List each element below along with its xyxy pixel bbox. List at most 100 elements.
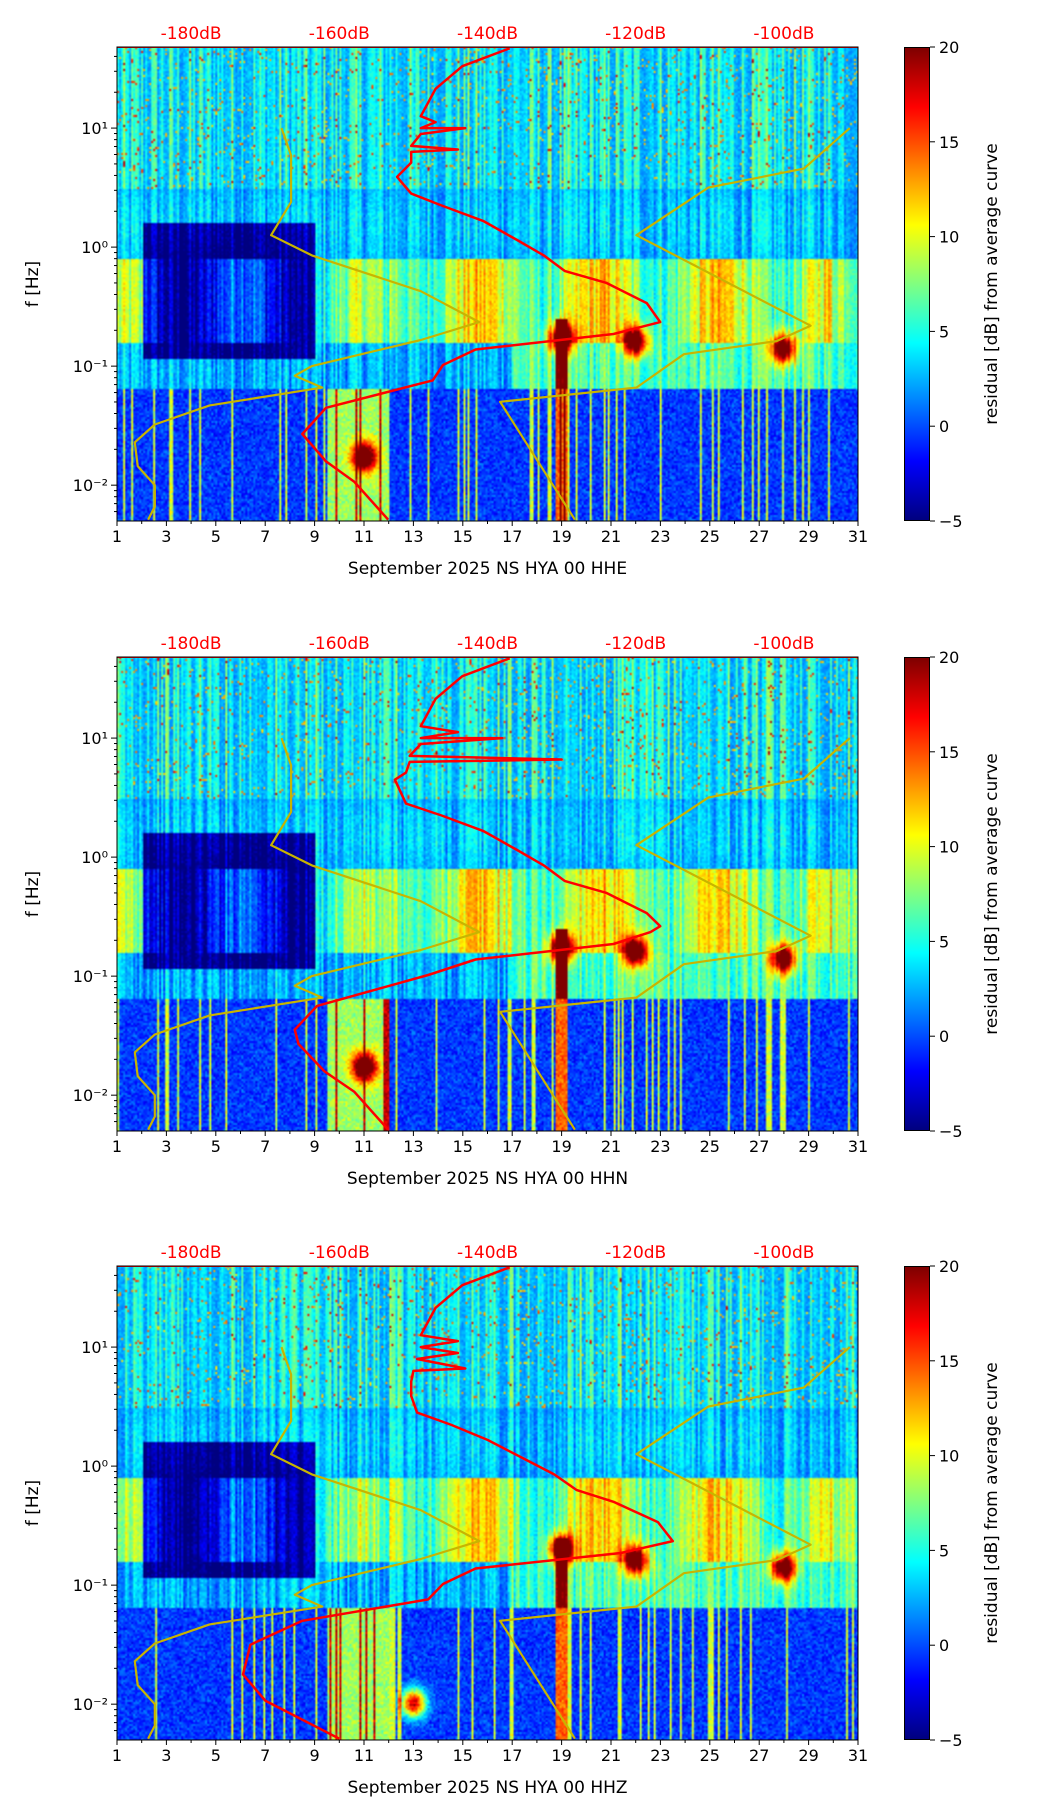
x-tick-label: 19 (551, 527, 571, 546)
colorbar-tick-label: 0 (939, 417, 949, 436)
colorbar-tick-label: 20 (939, 648, 959, 667)
y-tick-label: 10⁰ (81, 848, 108, 867)
y-tick-label: 10⁰ (81, 238, 108, 257)
x-tick-label: 19 (551, 1746, 571, 1765)
y-tick-label: 10⁻¹ (73, 967, 108, 986)
colorbar-label: residual [dB] from average curve (982, 1362, 1002, 1643)
top-db-label: -120dB (605, 1243, 666, 1263)
top-db-label: -120dB (605, 634, 666, 654)
series-nlnm (133, 127, 481, 521)
x-tick-label: 25 (700, 1746, 720, 1765)
x-tick-label: 7 (260, 1137, 270, 1156)
colorbar-tick-label: 15 (939, 1352, 959, 1371)
top-db-label: -140dB (457, 24, 518, 44)
x-tick-label: 11 (354, 527, 374, 546)
colorbar-tick-label: −5 (939, 1122, 963, 1141)
x-tick-label: 15 (453, 527, 473, 546)
x-tick-label: 3 (161, 1746, 171, 1765)
x-tick-label: 11 (354, 1137, 374, 1156)
x-tick-label: 19 (551, 1137, 571, 1156)
colorbar-label: residual [dB] from average curve (982, 753, 1002, 1034)
colorbar-tick-label: 0 (939, 1636, 949, 1655)
colorbar-tick-label: 0 (939, 1027, 949, 1046)
series-mean-psd (301, 47, 662, 521)
x-tick-label: 31 (848, 1746, 868, 1765)
x-tick-label: 23 (650, 1746, 670, 1765)
series-nlnm (133, 1346, 481, 1740)
series-nlnm (133, 737, 481, 1131)
top-db-label: -160dB (309, 634, 370, 654)
colorbar (904, 47, 930, 521)
x-tick-label: 3 (161, 527, 171, 546)
y-axis-label: f [Hz] (23, 261, 43, 307)
y-tick-label: 10⁻¹ (73, 357, 108, 376)
x-tick-label: 29 (798, 1746, 818, 1765)
colorbar-tick-label: 5 (939, 322, 949, 341)
spectrogram-panel-hhe: 1 3 5 7 9 11 13 15 17 19 21 23 25 27 29 31 September 202… (0, 0, 1052, 600)
y-tick-label: 10⁰ (81, 1457, 108, 1476)
x-tick-label: 1 (112, 527, 122, 546)
x-tick-label: 25 (700, 1137, 720, 1156)
plot-frame (116, 1265, 859, 1741)
x-tick-label: 5 (211, 527, 221, 546)
series-mean-psd (293, 657, 662, 1131)
colorbar-tick-label: 5 (939, 932, 949, 951)
x-tick-label: 29 (798, 1137, 818, 1156)
top-db-label: -180dB (161, 1243, 222, 1263)
x-tick-label: 15 (453, 1137, 473, 1156)
colorbar (904, 1266, 930, 1740)
x-tick-label: 27 (749, 1746, 769, 1765)
x-tick-label: 5 (211, 1137, 221, 1156)
x-axis-label: September 2025 NS HYA 00 HHZ (347, 1778, 627, 1798)
top-db-label: -120dB (605, 24, 666, 44)
colorbar-tick-label: −5 (939, 512, 963, 531)
colorbar-tick-label: 5 (939, 1541, 949, 1560)
x-tick-label: 31 (848, 527, 868, 546)
spectrogram-heatmap (117, 47, 858, 521)
colorbar (904, 657, 930, 1131)
colorbar-tick-label: 20 (939, 1257, 959, 1276)
x-tick-label: 1 (112, 1746, 122, 1765)
x-tick-label: 17 (502, 527, 522, 546)
x-tick-label: 23 (650, 1137, 670, 1156)
x-tick-label: 21 (601, 1746, 621, 1765)
series-nhnm (499, 737, 851, 1131)
colorbar-tick-label: 15 (939, 743, 959, 762)
colorbar-tick-label: −5 (939, 1731, 963, 1750)
x-tick-label: 15 (453, 1746, 473, 1765)
x-tick-label: 27 (749, 1137, 769, 1156)
x-tick-label: 11 (354, 1746, 374, 1765)
y-tick-label: 10⁻² (73, 1695, 108, 1714)
y-tick-label: 10¹ (81, 729, 108, 748)
top-db-label: -100dB (753, 634, 814, 654)
spectrogram-heatmap (117, 1266, 858, 1740)
top-db-label: -140dB (457, 634, 518, 654)
spectrogram-panel-hhn: 1 3 5 7 9 11 13 15 17 19 21 23 25 27 29 31 September 202… (0, 610, 1052, 1210)
top-db-label: -140dB (457, 1243, 518, 1263)
x-tick-label: 9 (310, 1746, 320, 1765)
y-tick-label: 10¹ (81, 119, 108, 138)
x-tick-label: 23 (650, 527, 670, 546)
top-db-label: -100dB (753, 1243, 814, 1263)
y-axis-label: f [Hz] (23, 1480, 43, 1526)
top-db-label: -160dB (309, 1243, 370, 1263)
spectrogram-panel-hhz: 1 3 5 7 9 11 13 15 17 19 21 23 25 27 29 31 September 202… (0, 1219, 1052, 1819)
plot-frame (116, 46, 859, 522)
top-db-label: -180dB (161, 24, 222, 44)
x-tick-label: 13 (403, 1137, 423, 1156)
x-tick-label: 3 (161, 1137, 171, 1156)
x-tick-label: 7 (260, 527, 270, 546)
x-tick-label: 9 (310, 527, 320, 546)
series-mean-psd (241, 1266, 675, 1740)
series-group (117, 1266, 858, 1740)
y-tick-label: 10⁻² (73, 1086, 108, 1105)
colorbar-tick-label: 15 (939, 133, 959, 152)
x-tick-label: 17 (502, 1137, 522, 1156)
series-nhnm (499, 1346, 851, 1740)
x-tick-label: 5 (211, 1746, 221, 1765)
series-group (117, 657, 858, 1131)
x-tick-label: 9 (310, 1137, 320, 1156)
